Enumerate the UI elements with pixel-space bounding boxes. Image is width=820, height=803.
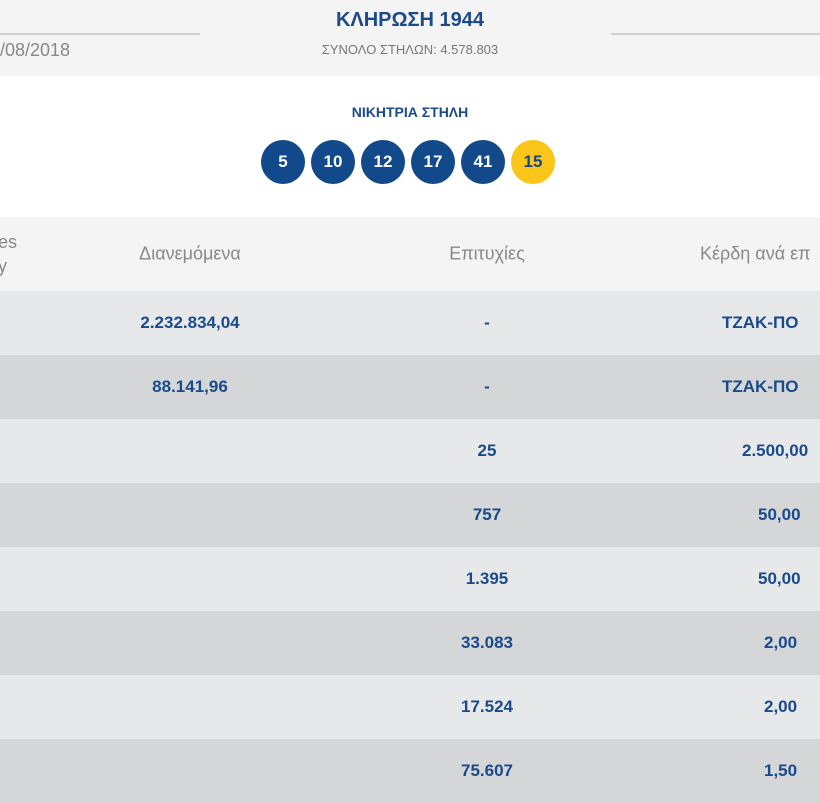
- table-row: 88.141,96 - ΤΖΑΚ-ΠΟ: [0, 355, 820, 419]
- cell-prize: 2,00: [764, 633, 798, 652]
- joker-ball: 15: [511, 140, 555, 184]
- table-row: 33.083 2,00: [0, 611, 820, 675]
- header-prize: Κέρδη ανά επ: [700, 243, 811, 264]
- header-col1: es y: [0, 230, 17, 278]
- cell-winners: 33.083: [461, 633, 513, 652]
- cell-prize: ΤΖΑΚ-ΠΟ: [722, 313, 799, 332]
- header-col1-line1: es: [0, 232, 18, 252]
- cell-winners: 75.607: [461, 761, 513, 780]
- winning-numbers: 5 10 12 17 41 15: [261, 140, 555, 184]
- cell-prize: 1,50: [764, 761, 798, 780]
- cell-winners: 17.524: [461, 697, 513, 716]
- table-row: 17.524 2,00: [0, 675, 820, 739]
- number-ball: 10: [311, 140, 355, 184]
- table-row: 1.395 50,00: [0, 547, 820, 611]
- total-columns: ΣΥΝΟΛΟ ΣΤΗΛΩΝ: 4.578.803: [321, 42, 499, 57]
- winning-column-label: ΝΙΚΗΤΡΙΑ ΣΤΗΛΗ: [351, 104, 469, 120]
- cell-distributed: 2.232.834,04: [140, 313, 240, 332]
- cell-prize: 2.500,00: [742, 441, 809, 460]
- cell-distributed: 88.141,96: [152, 377, 228, 396]
- cell-prize: 2,00: [764, 697, 798, 716]
- cell-prize: 50,00: [758, 569, 801, 588]
- header-col1-line2: y: [0, 256, 7, 276]
- cell-winners: -: [484, 313, 490, 332]
- cell-winners: -: [484, 377, 490, 396]
- table-row: 75.607 1,50: [0, 739, 820, 803]
- cell-winners: 1.395: [465, 569, 509, 588]
- cell-prize: ΤΖΑΚ-ΠΟ: [722, 377, 799, 396]
- number-ball: 12: [361, 140, 405, 184]
- table-header: es y Διανεμόμενα Επιτυχίες Κέρδη ανά επ: [0, 217, 820, 291]
- cell-prize: 50,00: [758, 505, 801, 524]
- number-ball: 41: [461, 140, 505, 184]
- header-distributed: Διανεμόμενα: [139, 243, 241, 264]
- number-ball: 17: [411, 140, 455, 184]
- draw-header: ΚΛΗΡΩΣΗ 1944 ΣΥΝΟΛΟ ΣΤΗΛΩΝ: 4.578.803 /0…: [0, 0, 820, 76]
- draw-date: /08/2018: [0, 40, 71, 60]
- header-winners: Επιτυχίες: [449, 243, 525, 264]
- table-row: 2.232.834,04 - ΤΖΑΚ-ΠΟ: [0, 291, 820, 355]
- cell-winners: 757: [472, 505, 502, 524]
- divider: [0, 33, 200, 35]
- table-row: 757 50,00: [0, 483, 820, 547]
- table-row: 25 2.500,00: [0, 419, 820, 483]
- cell-winners: 25: [477, 441, 497, 460]
- draw-title: ΚΛΗΡΩΣΗ 1944: [335, 9, 485, 31]
- divider: [611, 33, 820, 35]
- number-ball: 5: [261, 140, 305, 184]
